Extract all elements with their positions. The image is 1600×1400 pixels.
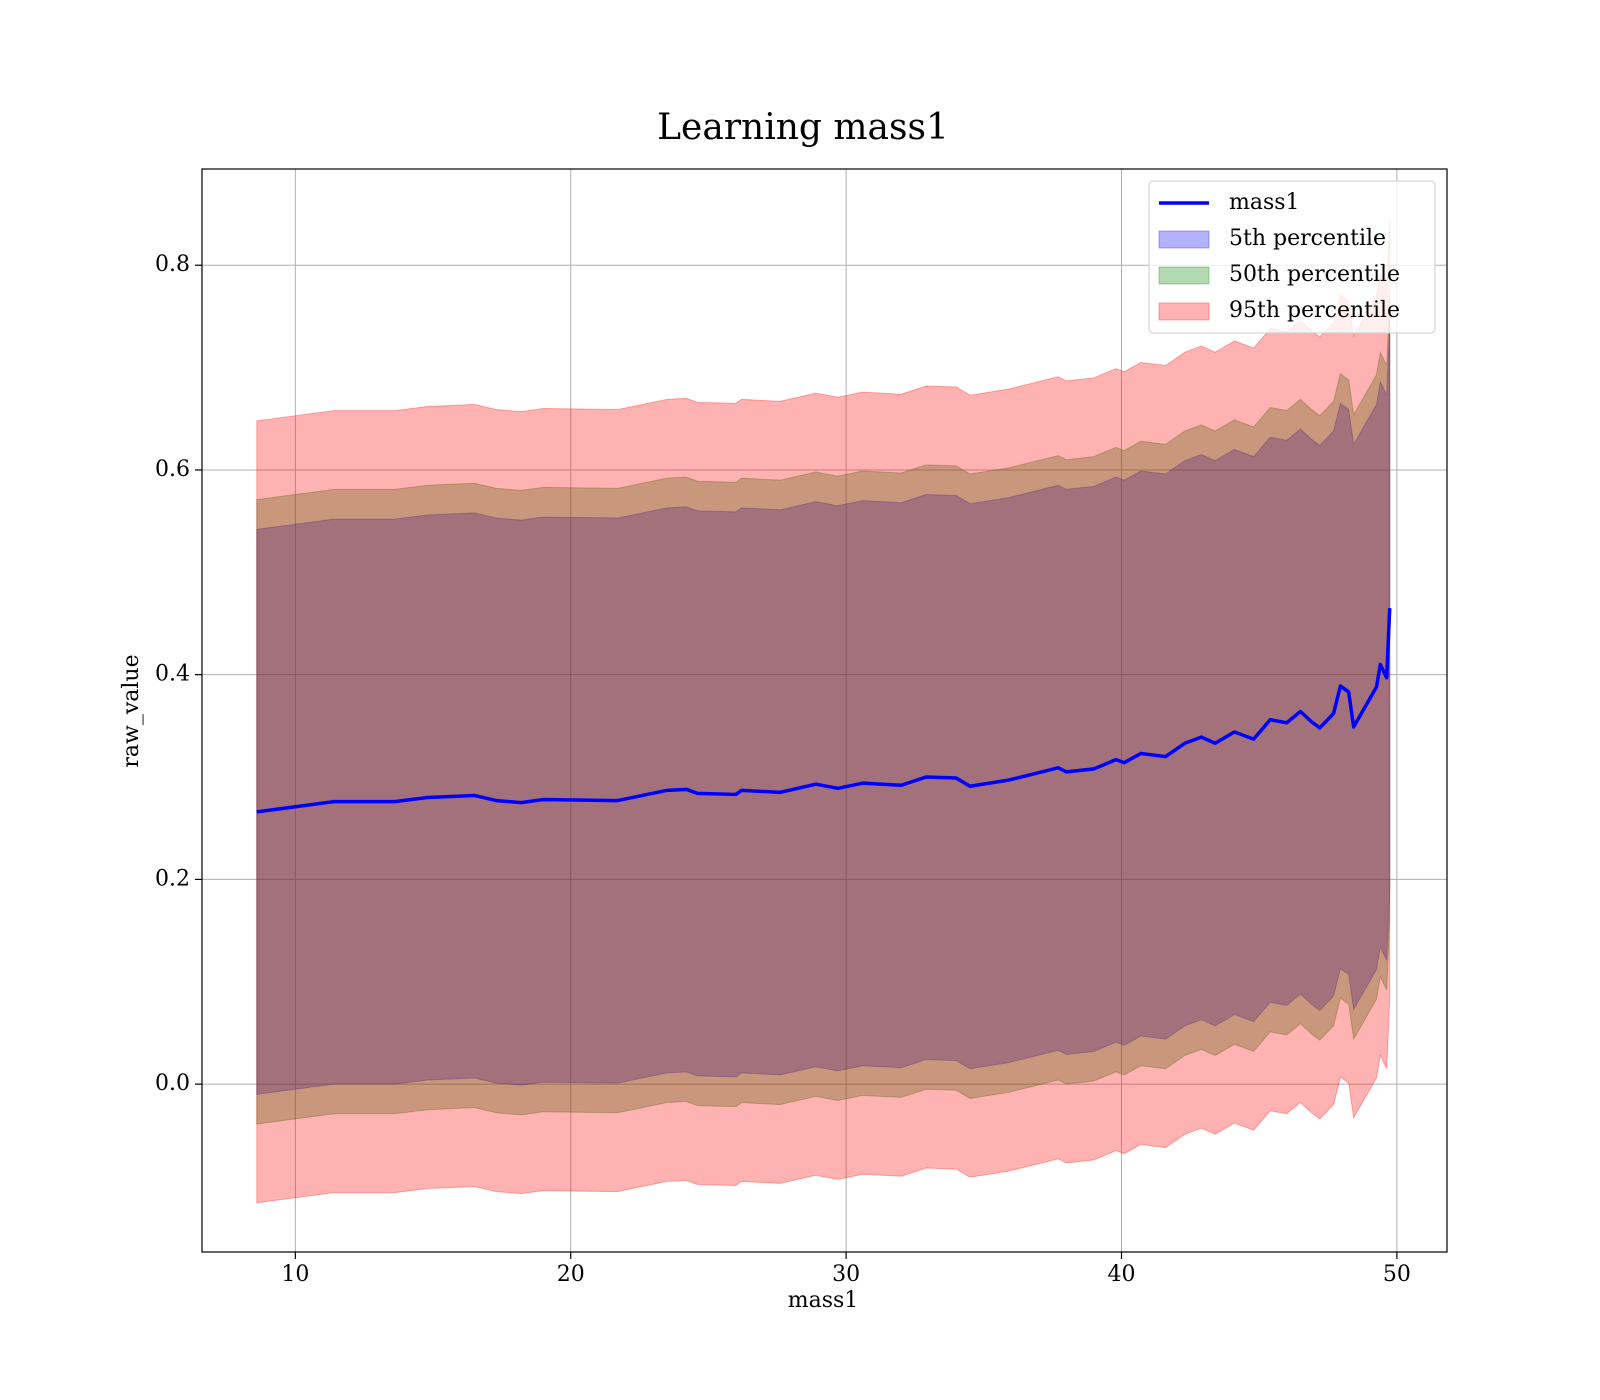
x-axis-label: mass1 bbox=[788, 1288, 859, 1313]
y-axis-label: raw_value bbox=[119, 654, 144, 767]
legend-swatch bbox=[1158, 302, 1210, 321]
legend-label: 50th percentile bbox=[1229, 262, 1400, 287]
legend-swatch bbox=[1158, 230, 1210, 249]
plot-area bbox=[256, 217, 1392, 1204]
legend-box bbox=[1148, 180, 1436, 334]
x-tick-label: 50 bbox=[1383, 1262, 1411, 1287]
y-tick-label: 0.0 bbox=[155, 1071, 190, 1096]
chart-title: Learning mass1 bbox=[657, 107, 949, 148]
x-tick-label: 30 bbox=[832, 1262, 860, 1287]
legend-label: 5th percentile bbox=[1229, 226, 1386, 251]
y-tick-label: 0.6 bbox=[155, 457, 190, 482]
y-tick-label: 0.4 bbox=[155, 662, 190, 687]
line bbox=[256, 608, 1392, 814]
band bbox=[256, 217, 1391, 1204]
x-tick-label: 40 bbox=[1107, 1262, 1135, 1287]
x-tick-label: 20 bbox=[557, 1262, 585, 1287]
band bbox=[256, 295, 1391, 1125]
y-tick-label: 0.2 bbox=[155, 866, 190, 891]
x-tick-label: 10 bbox=[281, 1262, 309, 1287]
legend-label: mass1 bbox=[1229, 190, 1300, 215]
legend-label: 95th percentile bbox=[1229, 298, 1400, 323]
y-tick-label: 0.8 bbox=[155, 252, 190, 277]
legend-swatch bbox=[1158, 266, 1210, 285]
plot-frame bbox=[201, 168, 1448, 1253]
legend: mass1 5th percentile 50th percentile 95th p… bbox=[1148, 180, 1436, 334]
band bbox=[256, 325, 1391, 1095]
